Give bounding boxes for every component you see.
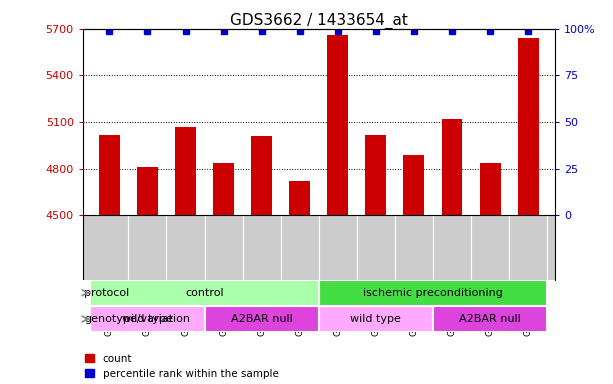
Bar — [213, 162, 234, 215]
Text: ischemic preconditioning: ischemic preconditioning — [363, 288, 503, 298]
Text: wild type: wild type — [122, 314, 173, 324]
Text: control: control — [185, 288, 224, 298]
Bar — [327, 35, 348, 215]
Bar — [365, 134, 386, 215]
Bar — [90, 280, 319, 306]
Bar — [433, 306, 547, 332]
Bar — [289, 181, 310, 215]
Bar — [175, 127, 196, 215]
Legend: count, percentile rank within the sample: count, percentile rank within the sample — [85, 354, 278, 379]
Bar — [251, 136, 272, 215]
Bar — [479, 162, 501, 215]
Text: protocol: protocol — [84, 288, 129, 298]
Bar — [517, 38, 539, 215]
Bar — [319, 306, 433, 332]
Text: A2BAR null: A2BAR null — [459, 314, 521, 324]
Bar — [99, 134, 120, 215]
Text: genotype/variation: genotype/variation — [84, 314, 190, 324]
Text: wild type: wild type — [351, 314, 402, 324]
Title: GDS3662 / 1433654_at: GDS3662 / 1433654_at — [230, 13, 408, 29]
Bar — [90, 306, 205, 332]
Text: A2BAR null: A2BAR null — [230, 314, 292, 324]
Bar — [319, 280, 547, 306]
Bar — [205, 306, 319, 332]
Bar — [403, 155, 424, 215]
Bar — [441, 119, 462, 215]
Bar — [137, 167, 158, 215]
